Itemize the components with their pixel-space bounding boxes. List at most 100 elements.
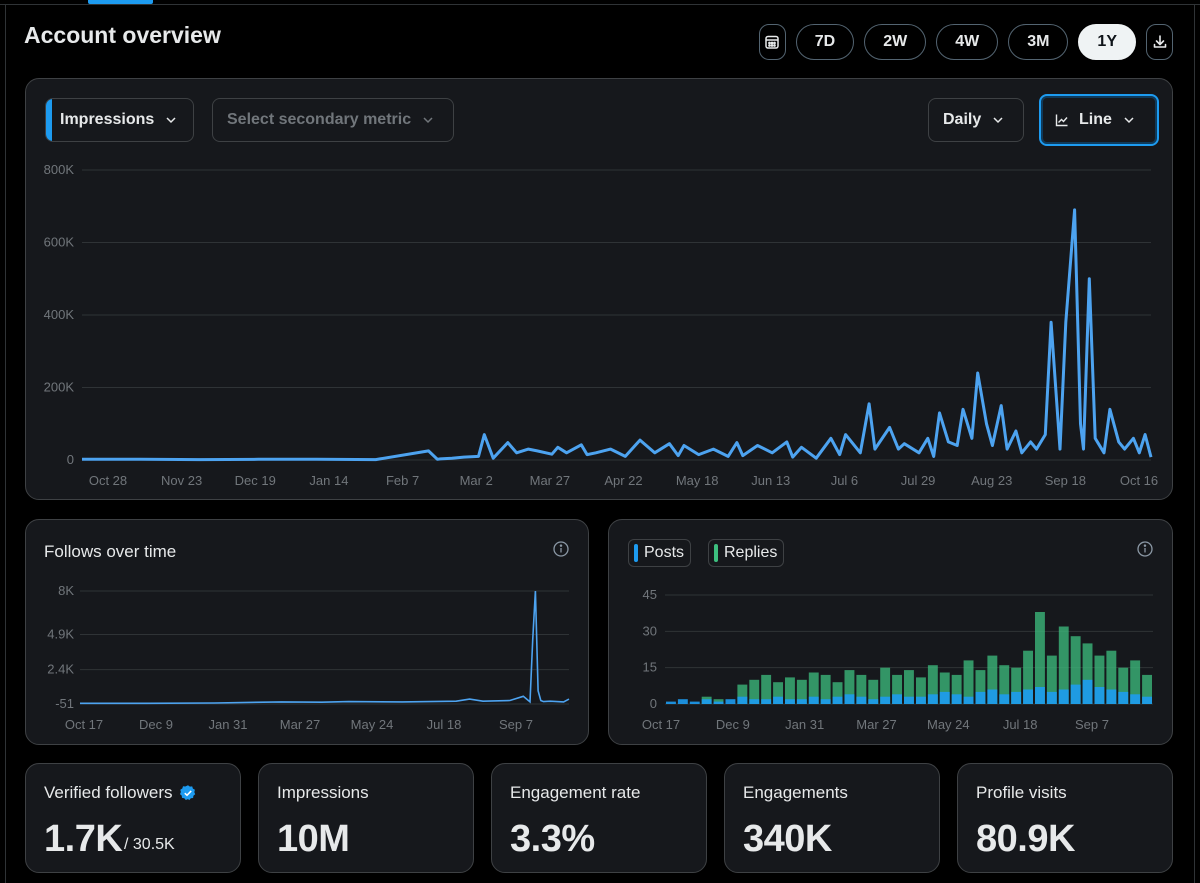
follows-line-chart[interactable]: -51 2.4K 4.9K 8K Oct 17 Dec 9 Jan 31 Mar 27 May … [26, 582, 588, 742]
y-tick-label: 30 [643, 623, 657, 638]
stat-engagements[interactable]: Engagements 340K [724, 763, 940, 873]
x-tick-label: Sep 7 [1075, 717, 1109, 732]
legend-replies-toggle[interactable]: Replies [708, 539, 785, 567]
download-button[interactable] [1146, 24, 1173, 60]
replies-bar [1106, 650, 1117, 704]
replies-bar [761, 674, 772, 704]
top-divider [0, 0, 1200, 5]
date-range-selector: 7D 2W 4W 3M 1Y [758, 24, 1173, 60]
info-icon[interactable] [1136, 540, 1154, 558]
stat-label: Profile visits [976, 783, 1067, 802]
replies-bar [939, 672, 950, 704]
replies-bar [1046, 655, 1057, 704]
replies-bar [916, 677, 926, 704]
chevron-down-icon [166, 117, 176, 124]
posts-bar [916, 696, 926, 704]
replies-bar [1142, 674, 1152, 704]
line-chart-icon [1055, 114, 1068, 127]
stat-value: 80.9K [976, 818, 1075, 860]
primary-metric-label: Impressions [60, 111, 155, 128]
range-1y-button[interactable]: 1Y [1078, 24, 1136, 60]
replies-bar [892, 674, 902, 704]
secondary-metric-placeholder: Select secondary metric [227, 111, 412, 128]
range-4w-button[interactable]: 4W [936, 24, 999, 60]
posts-bar [856, 696, 867, 704]
impressions-series-line [82, 208, 1153, 462]
secondary-metric-dropdown[interactable]: Select secondary metric [212, 98, 454, 142]
verified-badge-icon [179, 785, 195, 801]
stat-profile-visits[interactable]: Profile visits 80.9K [957, 763, 1173, 873]
posts-bar [1058, 689, 1069, 704]
chart-type-dropdown[interactable]: Line [1039, 94, 1159, 146]
replies-bar [987, 655, 998, 704]
replies-bar [737, 684, 748, 704]
range-7d-button[interactable]: 7D [795, 24, 855, 60]
replies-bar [1058, 626, 1069, 704]
stat-impressions[interactable]: Impressions 10M [258, 763, 474, 873]
x-tick-label: Oct 28 [89, 473, 127, 488]
impressions-chart-card: Impressions Select secondary metric Dail… [25, 78, 1173, 500]
right-border [1194, 5, 1195, 883]
y-tick-label: 800K [44, 162, 75, 177]
stat-verified-followers[interactable]: Verified followers 1.7K / 30.5K [25, 763, 241, 873]
impressions-line-chart[interactable]: 0 200K 400K 600K 800K Oct 28 Nov 23 Dec 19 Jan 1… [26, 149, 1172, 499]
chevron-down-icon [993, 117, 1003, 124]
y-tick-label: 200K [44, 380, 75, 395]
header-rule [0, 4, 1200, 5]
x-tick-label: Aug 23 [971, 473, 1012, 488]
stat-engagement-rate[interactable]: Engagement rate 3.3% [491, 763, 707, 873]
posts-bar [701, 699, 712, 704]
x-tick-label: Dec 19 [235, 473, 276, 488]
x-tick-label: Mar 2 [460, 473, 493, 488]
x-tick-label: Jul 18 [427, 717, 462, 732]
replies-bar [820, 674, 831, 704]
calendar-button[interactable] [758, 24, 786, 60]
posts-bar [666, 701, 676, 704]
posts-bar [892, 694, 902, 704]
x-tick-label: Jul 6 [831, 473, 858, 488]
replies-bar [1118, 667, 1129, 704]
stat-label: Engagements [743, 783, 848, 802]
posts-bar [927, 694, 938, 704]
posts-bar [677, 699, 688, 704]
replies-bar [1011, 667, 1022, 704]
x-tick-label: Sep 18 [1045, 473, 1086, 488]
stat-value: 3.3% [510, 818, 595, 860]
replies-bar [880, 667, 891, 704]
x-tick-label: Feb 7 [386, 473, 419, 488]
legend-posts-toggle[interactable]: Posts [628, 539, 692, 567]
y-tick-label: -51 [55, 696, 74, 711]
replies-swatch [714, 544, 718, 562]
granularity-label: Daily [943, 111, 982, 128]
replies-bar [963, 660, 974, 704]
x-tick-label: Oct 16 [1120, 473, 1158, 488]
x-tick-label: Jan 31 [785, 717, 824, 732]
posts-bar [1094, 687, 1105, 704]
range-2w-button[interactable]: 2W [864, 24, 927, 60]
x-tick-label: Jan 31 [208, 717, 247, 732]
info-icon[interactable] [552, 540, 570, 558]
replies-bar [856, 674, 867, 704]
stat-label: Verified followers [44, 783, 197, 803]
replies-bar [951, 674, 962, 704]
left-border [5, 5, 6, 883]
posts-bar [1011, 691, 1022, 704]
range-3m-button[interactable]: 3M [1008, 24, 1069, 60]
x-tick-label: Dec 9 [716, 717, 750, 732]
posts-bar [832, 696, 843, 704]
replies-bar [1070, 636, 1081, 704]
replies-bar [713, 699, 724, 704]
posts-replies-bar-chart[interactable]: 0 15 30 45 Oct 17 Dec 9 Jan 31 Mar 27 May 24 Jul … [609, 582, 1172, 742]
primary-metric-dropdown[interactable]: Impressions [45, 98, 194, 142]
follows-card: Follows over time -51 2.4K 4.9K 8K Oct 17 Dec… [25, 519, 589, 745]
chevron-down-icon [1124, 117, 1134, 124]
replies-bar [1035, 612, 1045, 704]
y-tick-label: 8K [58, 583, 74, 598]
y-tick-label: 2.4K [47, 662, 74, 677]
replies-bar [927, 665, 938, 704]
granularity-dropdown[interactable]: Daily [928, 98, 1024, 142]
replies-bar [1023, 650, 1033, 704]
metric-color-swatch [46, 99, 52, 141]
posts-bar [844, 694, 855, 704]
posts-bar [1035, 687, 1045, 704]
